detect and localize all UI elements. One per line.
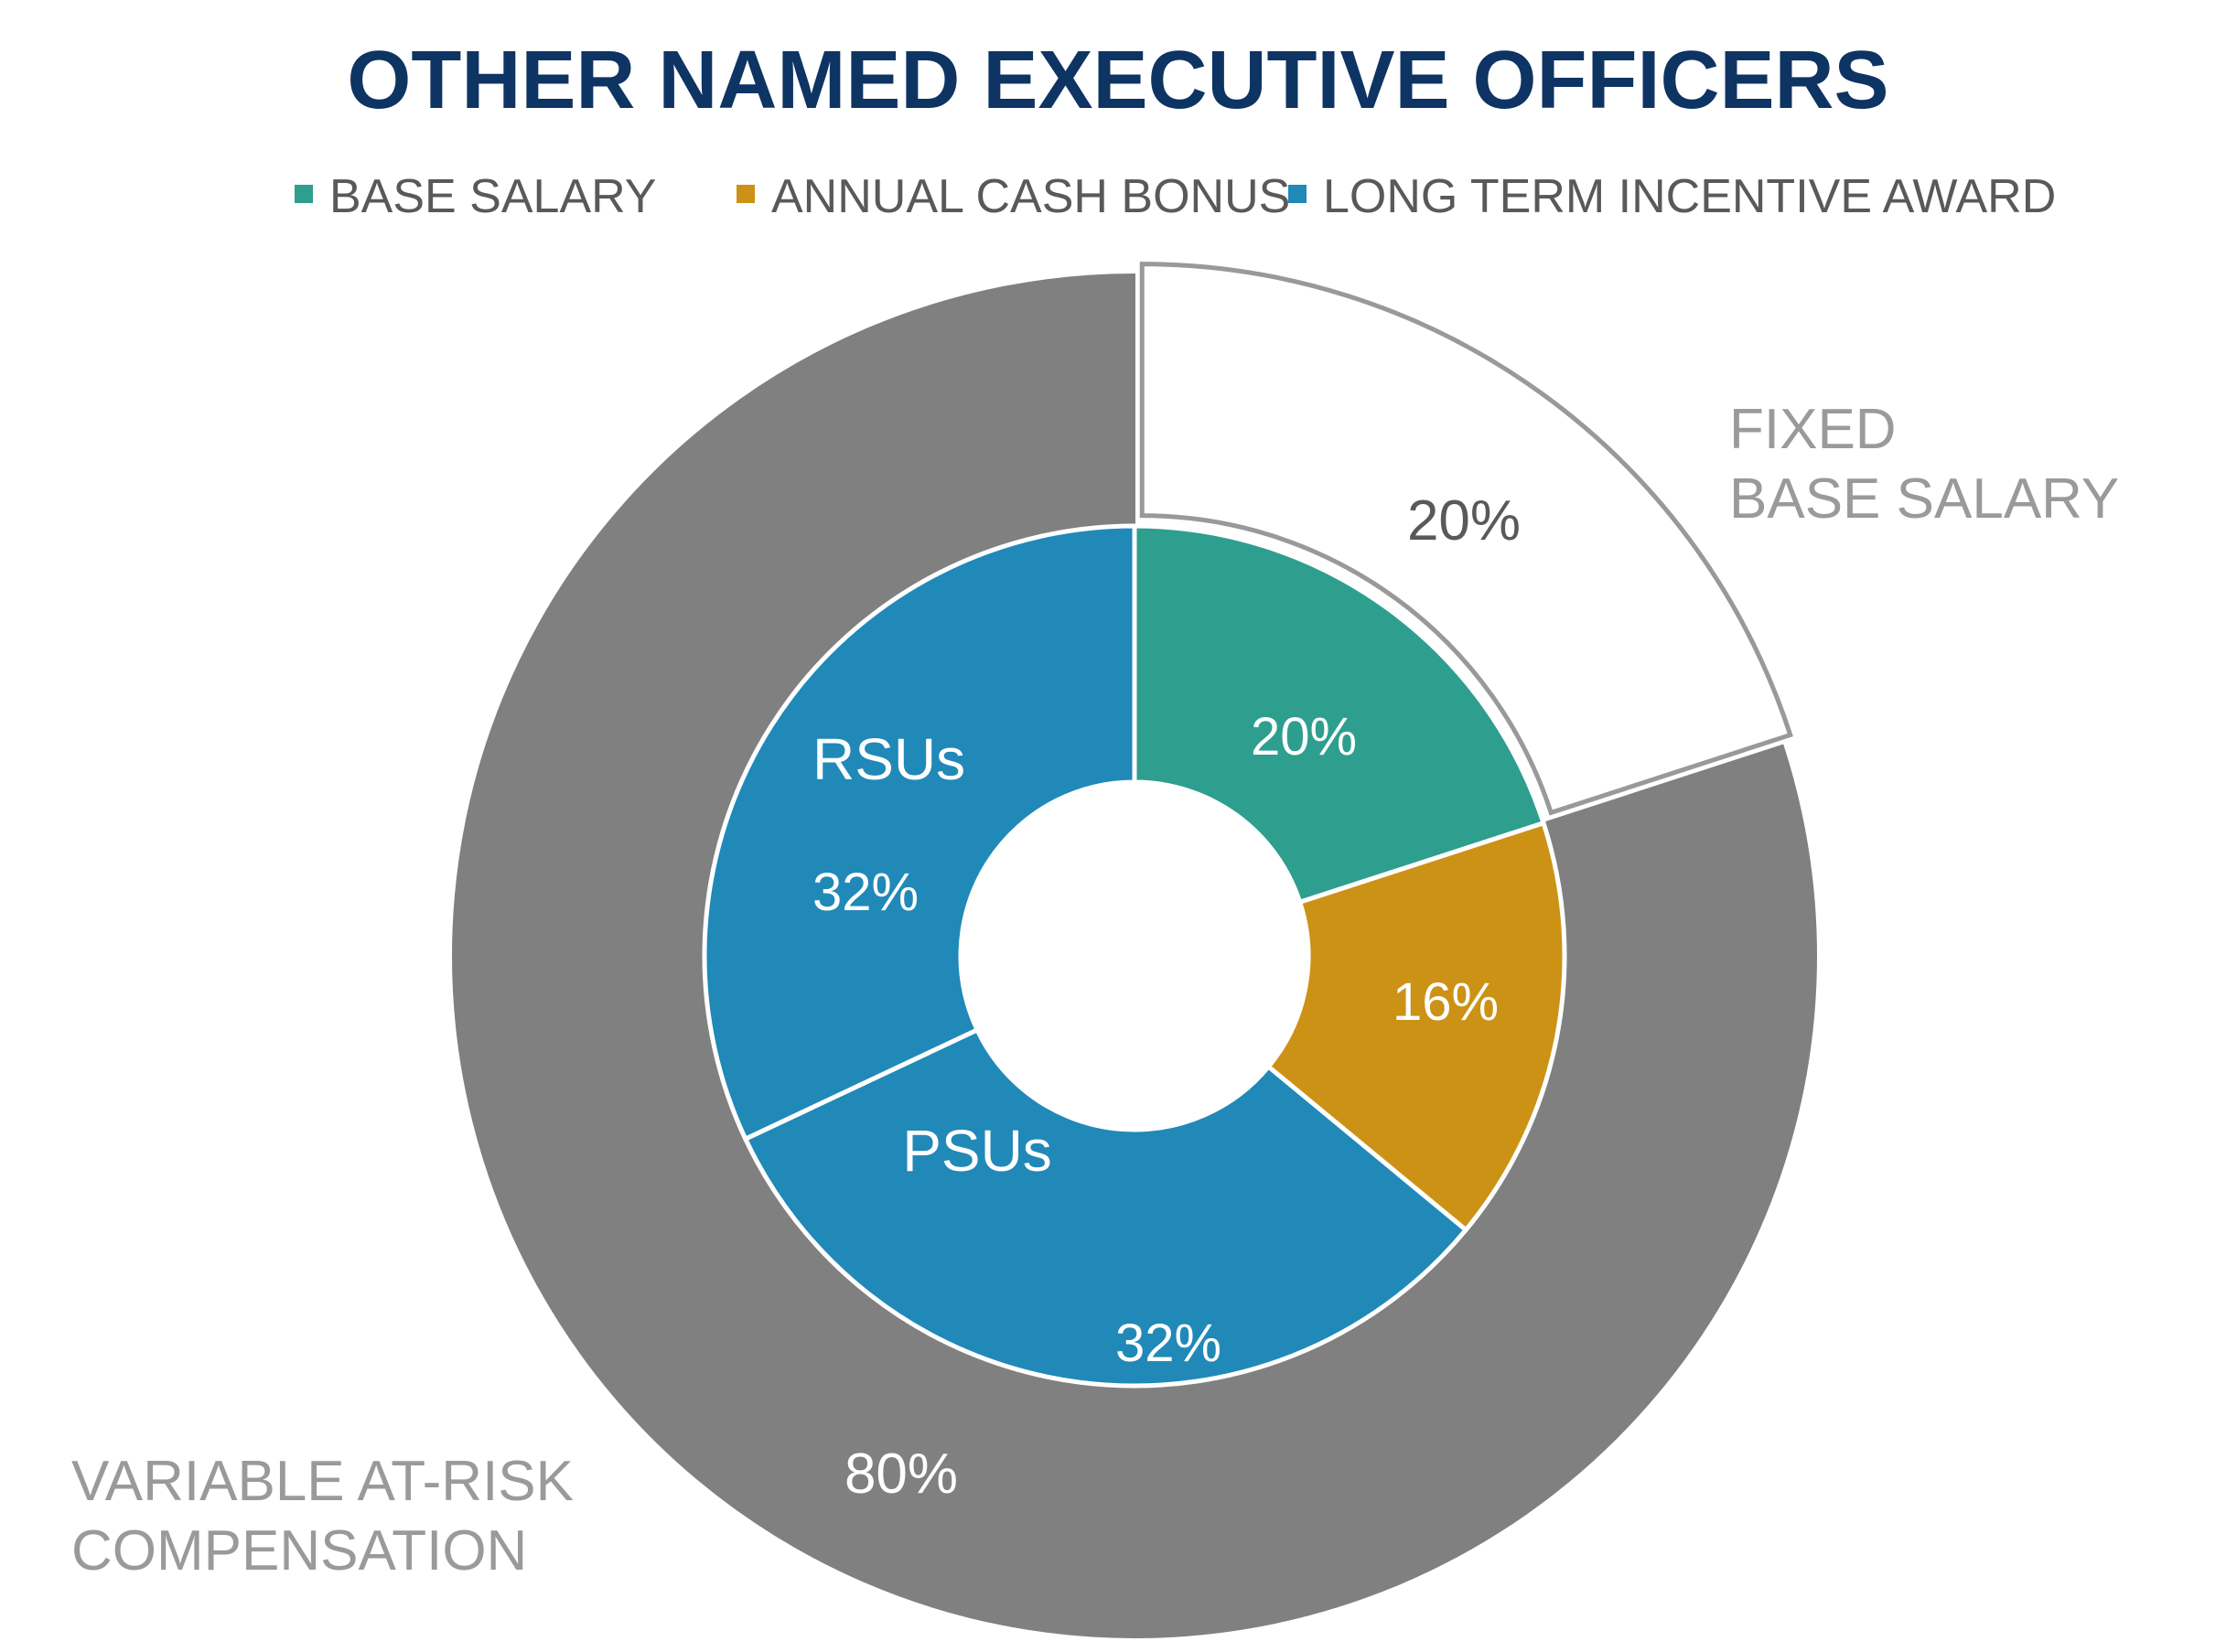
outer-category-label-fixed: FIXED [1729, 398, 1897, 461]
outer-category-label-variable: VARIABLE AT-RISK [71, 1450, 574, 1513]
chart-title: OTHER NAMED EXECUTIVE OFFICERS [347, 35, 1888, 126]
legend-item-long-term-incentive-award: LONG TERM INCENTIVE AWARD [1288, 170, 2056, 223]
inner-value-label-psus: 32% [1115, 1314, 1221, 1373]
outer-slice-fixed-base-salary [1139, 262, 1793, 816]
outer-ring [452, 262, 1817, 1638]
inner-slice-psus [742, 1026, 1469, 1389]
inner-slice-rsus [702, 523, 1137, 1142]
outer-value-label-variable: 80% [844, 1443, 958, 1506]
inner-name-label-rsus: RSUs [812, 726, 965, 792]
legend: BASE SALARY ANNUAL CASH BONUS LONG TERM IN… [295, 170, 2056, 223]
inner-ring [702, 523, 1567, 1389]
outer-category-label-fixed: BASE SALARY [1729, 467, 2119, 531]
legend-swatch [737, 185, 755, 203]
legend-label: LONG TERM INCENTIVE AWARD [1323, 170, 2056, 223]
legend-swatch [1288, 185, 1307, 203]
inner-slice-annual-cash-bonus [1264, 820, 1567, 1234]
legend-item-base-salary: BASE SALARY [295, 170, 656, 223]
legend-item-annual-cash-bonus: ANNUAL CASH BONUS [737, 170, 1290, 223]
legend-label: BASE SALARY [329, 170, 656, 223]
legend-label: ANNUAL CASH BONUS [771, 170, 1290, 223]
outer-value-label-fixed: 20% [1407, 489, 1521, 552]
outer-category-label-variable: COMPENSATION [71, 1519, 527, 1582]
inner-slice-base-salary [1132, 523, 1547, 906]
inner-value-label-cash-bonus: 16% [1393, 972, 1499, 1032]
inner-value-label-rsus: 32% [812, 863, 919, 922]
inner-name-label-psus: PSUs [902, 1118, 1052, 1184]
inner-value-label-base-salary: 20% [1251, 707, 1357, 767]
legend-swatch [295, 185, 313, 203]
